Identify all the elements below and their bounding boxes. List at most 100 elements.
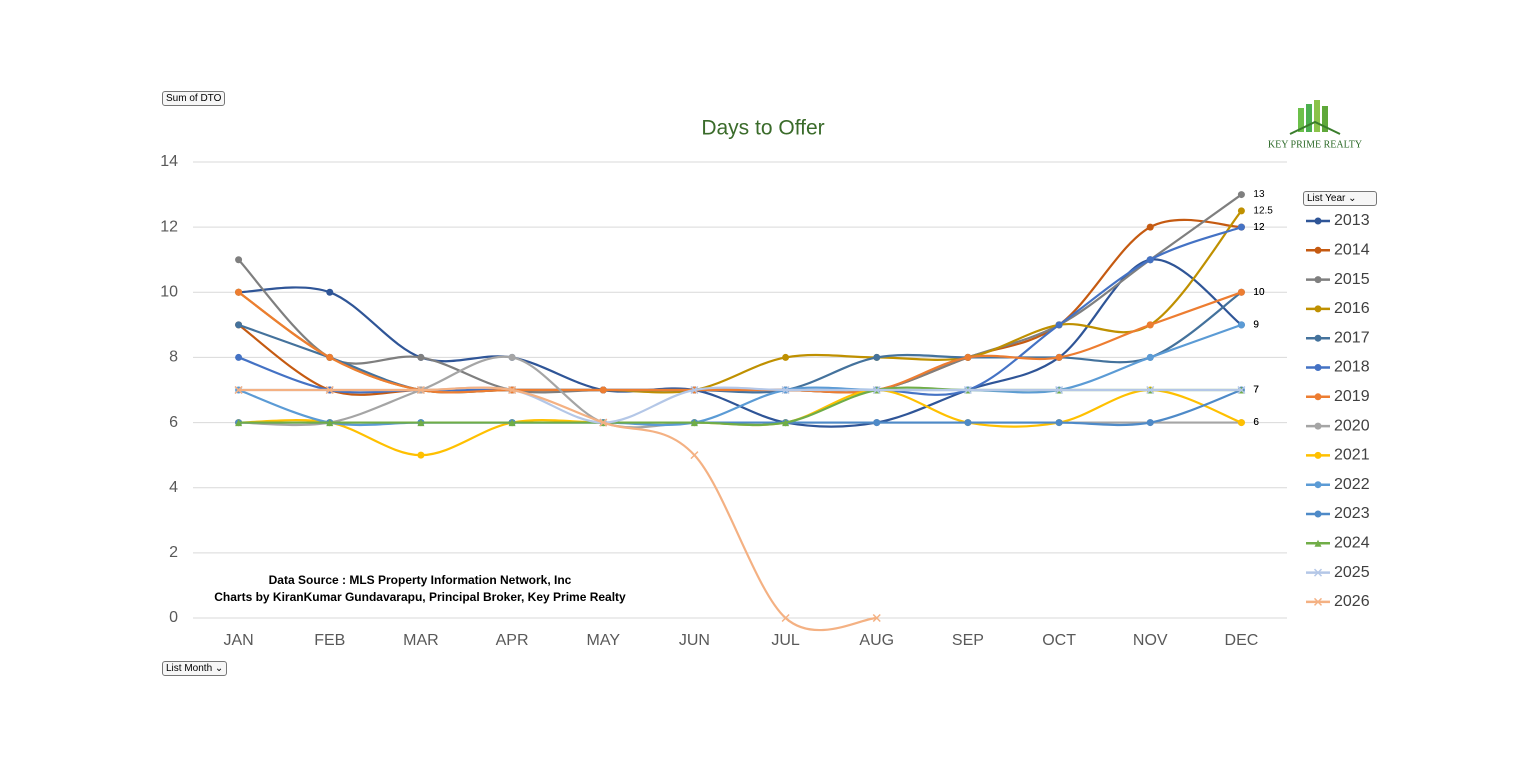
y-tick-label: 0 [169,609,178,626]
point [873,419,881,427]
point [964,419,972,427]
point [782,386,790,394]
point [1146,419,1154,427]
legend-field-dropdown[interactable]: List Year ⌄ [1303,191,1377,206]
point [782,386,790,394]
point [417,386,425,394]
point [417,353,425,361]
point [1237,386,1245,394]
point [508,386,516,394]
y-tick-label: 2 [169,544,178,561]
point [235,386,243,394]
logo-bar [1298,108,1304,132]
point [690,419,698,427]
point [234,385,243,395]
point [1055,321,1063,329]
point [1314,539,1322,547]
data-label: 12.5 [1253,205,1273,216]
point [690,451,699,460]
point [326,419,334,427]
point [782,419,790,427]
point [508,419,516,427]
point [781,385,790,395]
legend-entry: 2018 [1306,359,1370,376]
point [326,419,334,427]
series-line [238,386,1242,424]
point [1314,481,1322,489]
point [873,386,881,394]
series: 7 [235,385,1259,427]
x-tick-label: JUN [679,632,710,649]
data-label: 7 [1253,385,1259,396]
point [690,386,698,394]
y-tick-label: 8 [169,349,178,366]
point [964,386,972,394]
point [1237,191,1245,199]
y-tick-label: 6 [169,414,178,431]
point [1314,510,1322,518]
point [599,419,607,427]
series: 6 [235,353,1259,429]
logo-bar [1306,104,1312,132]
legend-entry: 2023 [1306,505,1370,522]
legend-label: 2026 [1334,593,1370,610]
axis-field-dropdown[interactable]: List Month ⌄ [162,661,228,676]
series-line [238,386,1242,427]
point [1237,419,1245,427]
point [1237,321,1245,329]
legend-label: 2020 [1334,417,1370,434]
point [1146,321,1154,329]
point [1314,364,1322,371]
point [782,419,790,427]
legend-label: 2019 [1334,388,1370,405]
x-tick-label: OCT [1042,632,1076,649]
point [326,386,334,394]
point [1055,353,1063,361]
x-tick-label: AUG [859,632,894,649]
series: 7 [234,385,1259,427]
legend-entry: 2016 [1306,300,1370,317]
point [690,386,698,394]
point [1146,256,1154,264]
point [326,353,334,361]
logo-roof [1289,120,1341,135]
point [1146,256,1154,264]
x-tick-label: MAY [587,632,621,649]
legend-label: 2025 [1334,564,1370,581]
value-field-button[interactable]: Sum of DTO [162,91,226,106]
point [1313,597,1323,606]
point [690,386,698,394]
point [508,419,516,427]
point [1055,321,1063,329]
point [508,353,516,361]
series-line [237,291,1242,394]
annotation: Data Source : MLS Property Information N… [269,573,572,587]
series [234,385,881,632]
point [1313,568,1323,577]
point [326,419,334,427]
point [1314,217,1322,225]
point [599,419,607,427]
point [417,419,425,427]
point [873,419,881,427]
point [873,386,881,394]
legend-label: 2014 [1334,242,1370,259]
point [873,386,881,394]
point [964,386,972,394]
point [872,613,881,623]
series: 9 [235,319,1259,427]
legend-entry: 2014 [1306,242,1370,259]
point [508,386,516,394]
point [1314,246,1322,254]
data-label: 7 [1253,385,1259,396]
point [599,386,607,394]
point [599,386,607,394]
series: 12.5 [235,205,1273,394]
point [1055,385,1064,395]
series-line [238,323,1242,427]
logo: KEY PRIME REALTY [1268,100,1362,150]
series-line [238,388,1242,457]
point [873,386,881,394]
point [1146,385,1155,395]
point [964,353,972,361]
